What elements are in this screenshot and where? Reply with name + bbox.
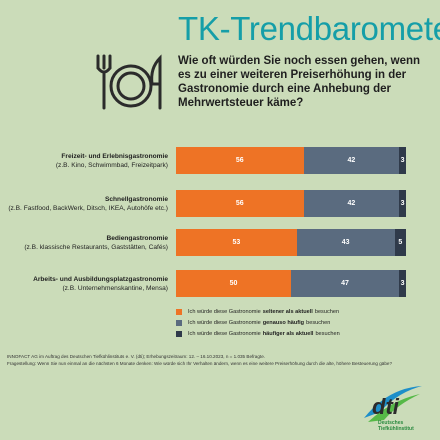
- stacked-bar: 53 43 5: [176, 229, 406, 256]
- bar-segment: 56: [176, 147, 304, 174]
- bar-segment: 3: [399, 190, 406, 217]
- legend-item: Ich würde diese Gastronomie häufiger als …: [176, 328, 340, 339]
- legend-swatch: [176, 308, 182, 315]
- logo-line1: Deutsches: [378, 420, 404, 426]
- legend-text: besuchen: [315, 330, 340, 337]
- legend: Ich würde diese Gastronomie seltener als …: [176, 306, 340, 339]
- legend-item: Ich würde diese Gastronomie genauso häufi…: [176, 317, 340, 328]
- legend-emphasis: genauso häufig: [262, 319, 305, 326]
- legend-swatch: [176, 319, 182, 326]
- stacked-bar: 56 42 3: [176, 147, 406, 174]
- dti-logo: dti: [364, 386, 422, 422]
- row-label: Bediengastronomie (z.B. klassische Restau…: [24, 234, 168, 252]
- legend-text: Ich würde diese Gastronomie: [188, 330, 261, 337]
- legend-text: besuchen: [306, 319, 331, 326]
- legend-emphasis: häufiger als aktuell: [262, 330, 314, 337]
- question-note: Fragestellung: Wenn Sie nun einmal an di…: [7, 361, 393, 366]
- logo-mark: dti: [372, 394, 400, 419]
- bar-segment: 53: [176, 229, 297, 256]
- legend-emphasis: seltener als aktuell: [262, 308, 313, 315]
- row-label: Arbeits- und Ausbildungsplatzgastronomie…: [33, 275, 168, 293]
- bar-segment: 5: [394, 229, 406, 256]
- row-label: Freizeit- und Erlebnisgastronomie (z.B. K…: [56, 152, 168, 170]
- page-title: TK-Trendbarometer: [178, 10, 440, 47]
- category-sublabel: (z.B. Unternehmenskantine, Mensa): [62, 285, 168, 292]
- plate-fork-knife-icon: [96, 54, 162, 110]
- bar-segment: 43: [296, 229, 395, 256]
- source-note: INNOFACT AG im Auftrag des Deutschen Tie…: [7, 354, 266, 359]
- category-label: Arbeits- und Ausbildungsplatzgastronomie: [33, 276, 168, 283]
- bar-segment: 42: [303, 147, 400, 174]
- bar-segment: 56: [176, 190, 304, 217]
- legend-text: Ich würde diese Gastronomie: [188, 308, 261, 315]
- category-label: Bediengastronomie: [106, 235, 168, 242]
- legend-text: besuchen: [314, 308, 340, 315]
- bar-segment: 3: [399, 270, 406, 297]
- category-sublabel: (z.B. klassische Restaurants, Gaststätte…: [24, 244, 168, 251]
- category-sublabel: (z.B. Kino, Schwimmbad, Freizeitpark): [55, 162, 168, 169]
- bar-segment: 47: [291, 270, 400, 297]
- legend-text: Ich würde diese Gastronomie: [188, 319, 261, 326]
- category-label: Freizeit- und Erlebnisgastronomie: [61, 153, 168, 160]
- bar-segment: 3: [399, 147, 406, 174]
- bar-segment: 50: [176, 270, 291, 297]
- logo-line2: Tiefkühlinstitut: [378, 426, 414, 432]
- legend-swatch: [176, 330, 182, 337]
- question-text: Wie oft würden Sie noch essen gehen, wen…: [178, 55, 421, 109]
- stacked-bar: 56 42 3: [176, 190, 406, 217]
- row-label: Schnellgastronomie (z.B. Fastfood, BackWe…: [8, 195, 168, 213]
- bar-segment: 42: [303, 190, 400, 217]
- stacked-bar: 50 47 3: [176, 270, 406, 297]
- category-label: Schnellgastronomie: [104, 196, 168, 203]
- category-sublabel: (z.B. Fastfood, BackWerk, Ditsch, IKEA, …: [8, 205, 168, 212]
- legend-item: Ich würde diese Gastronomie seltener als …: [176, 306, 340, 317]
